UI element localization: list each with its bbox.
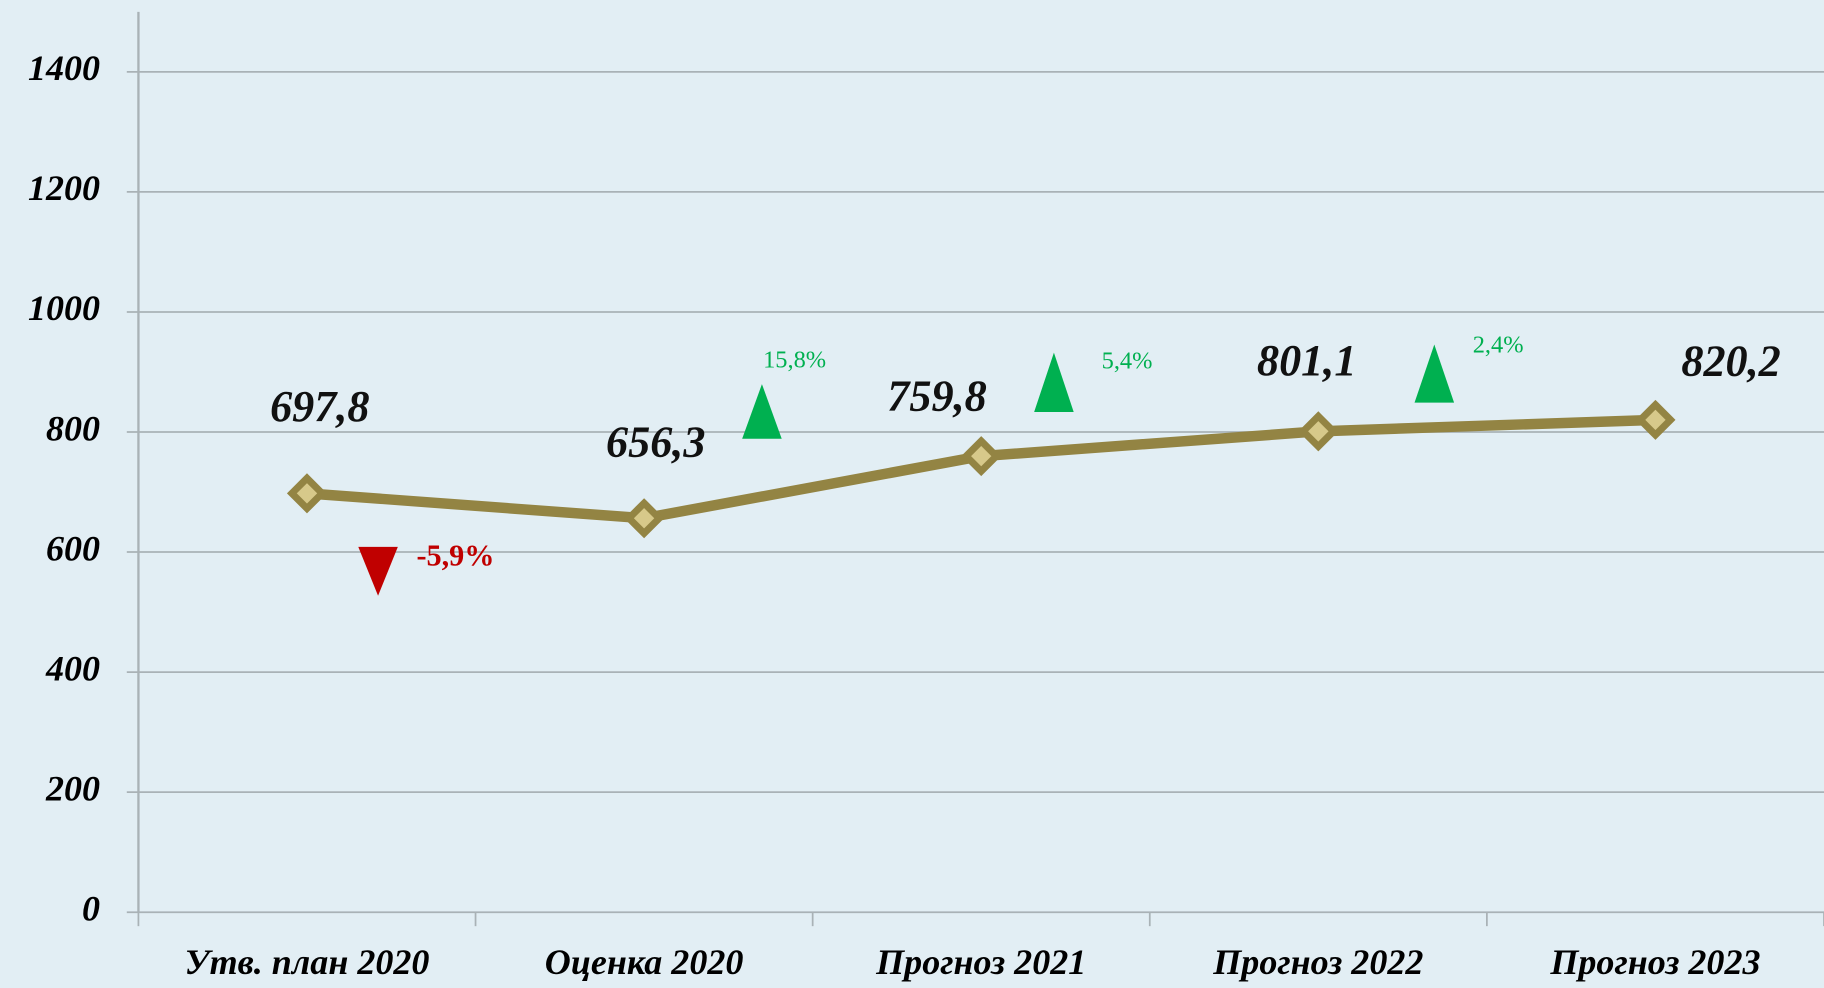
y-tick-label: 400 <box>45 648 100 688</box>
value-label: 759,8 <box>887 371 986 420</box>
value-label: 820,2 <box>1681 336 1780 385</box>
change-arrow <box>1414 344 1455 403</box>
value-label: 656,3 <box>606 417 705 466</box>
change-arrow <box>742 384 782 439</box>
marker <box>286 473 328 514</box>
x-tick-label: Оценка 2020 <box>545 942 744 982</box>
marker <box>961 436 1002 477</box>
change-label: -5,9% <box>416 538 494 572</box>
change-label: 2,4% <box>1473 331 1524 358</box>
change-label: 15,8% <box>763 347 826 374</box>
x-tick-label: Прогноз 2022 <box>1212 942 1423 982</box>
y-tick-label: 1000 <box>28 288 100 328</box>
x-tick-label: Прогноз 2023 <box>1549 942 1760 982</box>
marker <box>1298 411 1339 452</box>
y-tick-label: 800 <box>46 408 100 448</box>
value-label: 801,1 <box>1257 336 1356 385</box>
change-arrow <box>1034 352 1074 412</box>
x-tick-label: Утв. план 2020 <box>185 942 430 982</box>
marker <box>624 498 665 539</box>
y-tick-label: 200 <box>45 768 100 808</box>
y-tick-label: 600 <box>46 528 100 568</box>
marker <box>1635 399 1676 440</box>
y-tick-label: 1200 <box>28 168 100 208</box>
y-tick-label: 1400 <box>28 48 100 88</box>
x-tick-label: Прогноз 2021 <box>875 942 1086 982</box>
value-label: 697,8 <box>270 382 369 431</box>
change-label: 5,4% <box>1102 348 1153 375</box>
y-tick-label: 0 <box>82 888 100 928</box>
change-arrow <box>358 546 398 596</box>
